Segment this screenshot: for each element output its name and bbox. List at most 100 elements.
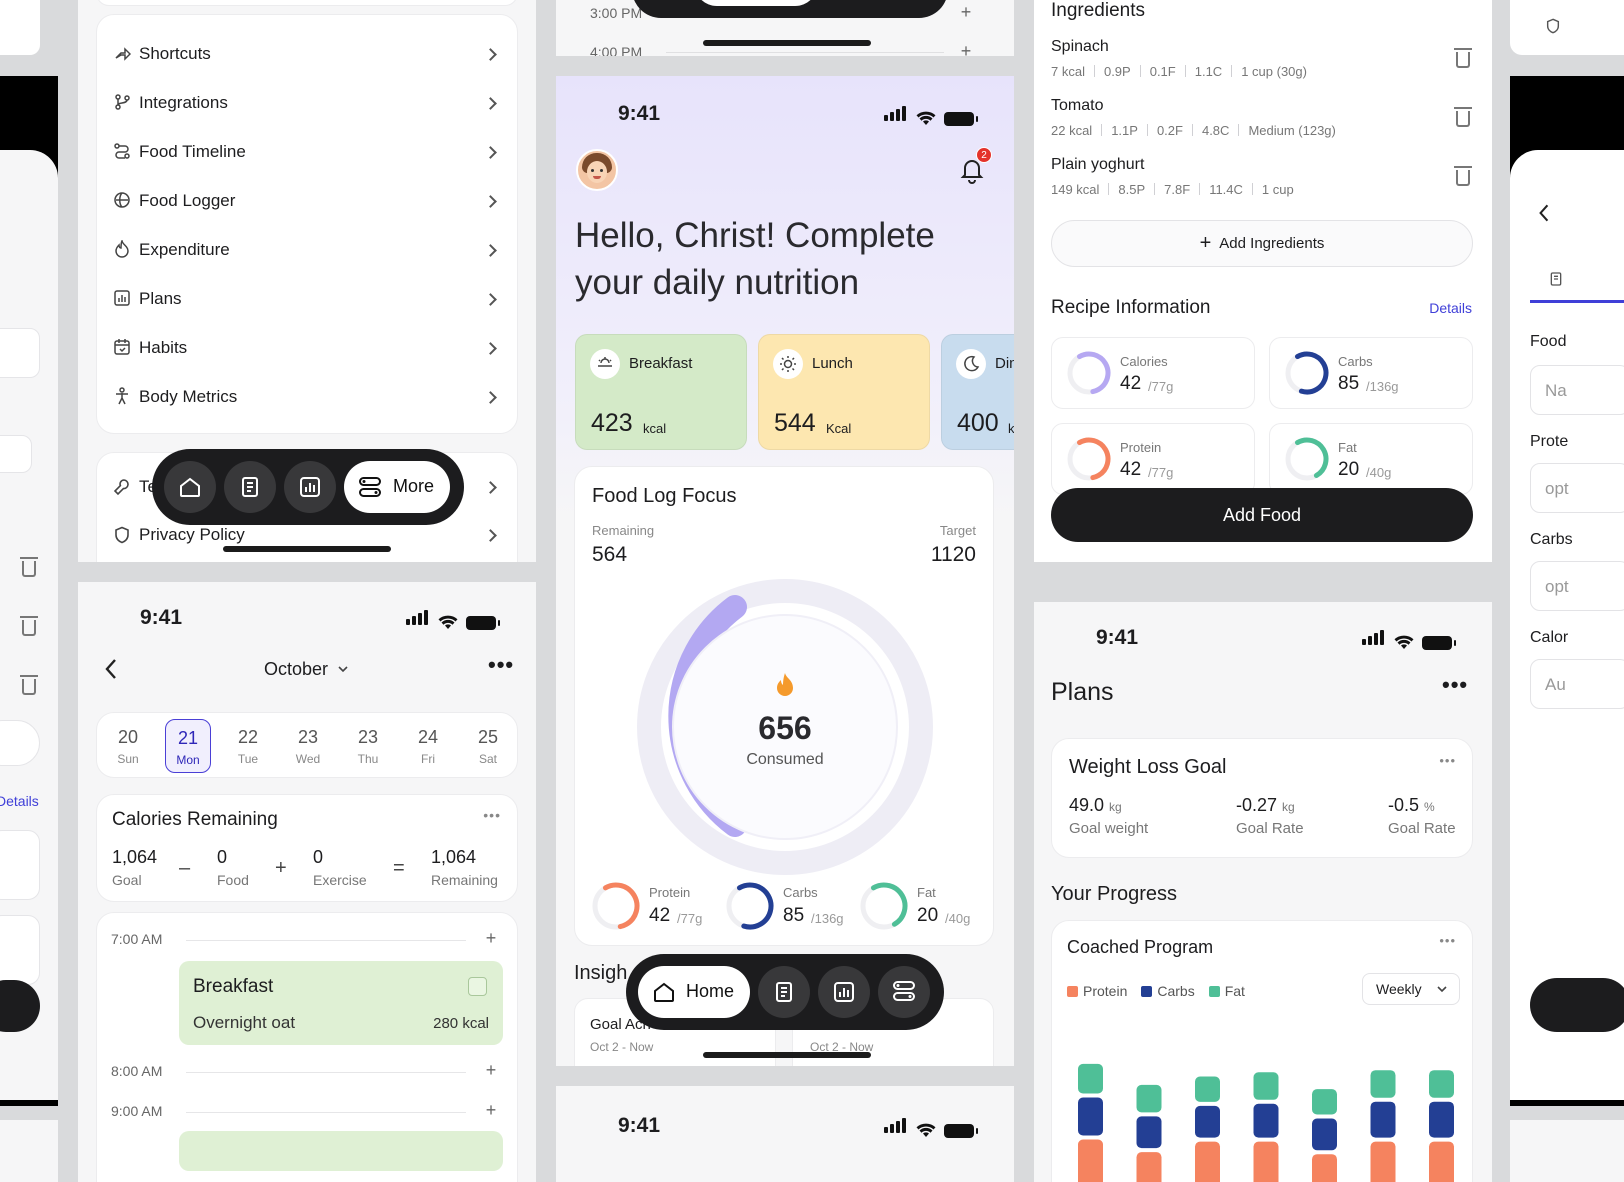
macro-name: Fat [1338,440,1357,455]
day-cell-sun[interactable]: 20 Sun [105,719,151,773]
meta-divider [1108,183,1110,195]
status-bar: 9:41 [556,1114,1014,1144]
left-edge-field[interactable] [0,328,40,378]
more-options-icon[interactable]: ••• [1439,753,1456,768]
timeline-time: 4:00 PM [590,44,643,56]
macro-target: /77g [1148,379,1174,394]
left-edge-details-link[interactable]: Details [0,793,39,809]
day-cell-tue[interactable]: 22 Tue [225,719,271,773]
left-edge-card-top [0,0,40,55]
add-slot-button[interactable]: + [485,1100,497,1120]
insight-date: Oct 2 - Now [810,1040,874,1054]
shortcut-icon [115,47,131,61]
macro-target: /77g [677,911,703,926]
macro-target: /40g [945,911,971,926]
trash-icon[interactable] [20,675,38,695]
meta-divider [1101,124,1103,136]
left-edge-select[interactable] [0,435,32,473]
day-cell-wed[interactable]: 23 Wed [285,719,331,773]
insights-title: Insigh [574,962,628,984]
trash-icon[interactable] [1454,107,1472,127]
add-slot-button[interactable]: + [960,41,972,56]
more-options-icon[interactable]: ••• [488,652,515,677]
breakfast-meal-card[interactable]: Breakfast Overnight oat 280 kcal [179,961,503,1045]
nav-home-button[interactable]: Home [638,966,750,1018]
timeline-time: 7:00 AM [111,931,163,947]
trash-icon[interactable] [20,557,38,577]
details-link[interactable]: Details [1429,300,1472,316]
menu-row-plans[interactable]: Plans [97,276,517,322]
day-cell-thu[interactable]: 23 Thu [345,719,391,773]
nav-home-button[interactable] [164,461,216,513]
meal-checkbox[interactable] [468,977,487,996]
home-screen-bottom: 9:41 [556,1086,1014,1182]
menu-screen: Shortcuts Integrations Food Timeline Food L… [78,0,536,562]
add-slot-button[interactable]: + [485,1060,497,1080]
meal-card-lunch[interactable]: Lunch 544 Kcal [758,334,930,450]
back-chevron-icon[interactable] [104,658,118,680]
progress-title: Your Progress [1051,883,1177,905]
back-chevron-icon[interactable] [1538,203,1550,223]
menu-row-habits[interactable]: Habits [97,325,517,371]
macro-carbs: Carbs 85/136g [725,879,855,931]
ingredient-row[interactable]: Spinach 7 kcal 0.9P 0.1F 1.1C 1 cup (30g) [1051,38,1473,90]
document-icon[interactable] [1548,270,1564,288]
day-cell-fri[interactable]: 24 Fri [405,719,451,773]
name-input[interactable]: Na [1530,365,1624,415]
trash-icon[interactable] [1454,48,1472,68]
meal-card-din[interactable]: Din 400 k [941,334,1014,450]
nav-log-button[interactable] [758,966,810,1018]
nav-log-button[interactable] [224,461,276,513]
signal-icon [406,610,430,630]
next-meal-card[interactable] [179,1131,503,1171]
macro-value: 85 [783,905,805,926]
meal-card-breakfast[interactable]: Breakfast 423 kcal [575,334,747,450]
ingredient-row[interactable]: Plain yoghurt 149 kcal 8.5P 7.8F 11.4C 1 cup [1051,156,1473,208]
chart-icon [114,290,130,306]
more-options-icon[interactable]: ••• [483,807,501,823]
day-cell-sat[interactable]: 25 Sat [465,719,511,773]
menu-row-expenditure[interactable]: Expenditure [97,227,517,273]
nav-more-button[interactable] [878,966,930,1018]
nav-more-button[interactable]: More [344,461,450,513]
nav-stats-button[interactable] [284,461,336,513]
menu-row-body-metrics[interactable]: Body Metrics [97,374,517,420]
menu-row-integrations[interactable]: Integrations [97,80,517,126]
add-slot-button[interactable]: + [960,2,972,22]
goal-title: Weight Loss Goal [1069,756,1227,778]
menu-row-shortcuts[interactable]: Shortcuts [97,31,517,77]
more-options-icon[interactable]: ••• [1442,672,1469,697]
left-edge-dark-button[interactable] [0,980,40,1032]
left-edge-add-button[interactable] [0,720,40,766]
more-options-icon[interactable]: ••• [1439,933,1456,948]
weight-loss-goal-card[interactable]: Weight Loss Goal ••• 49.0 kg Goal weight -0… [1051,738,1473,858]
period-dropdown[interactable]: Weekly [1362,973,1460,1005]
ingredient-c: 11.4C [1209,182,1243,197]
protein-input[interactable]: opt [1530,463,1624,513]
right-edge-dark-button[interactable] [1530,978,1624,1032]
bar-protein-7 [1429,1141,1454,1182]
macro-ring [1067,351,1111,395]
avatar[interactable] [576,149,618,191]
menu-row-food-timeline[interactable]: Food Timeline [97,129,517,175]
add-slot-button[interactable]: + [485,928,497,948]
month-selector[interactable]: October [264,659,349,680]
timeline-time: 9:00 AM [111,1103,163,1119]
bar-protein-6 [1370,1141,1396,1182]
carbs-input[interactable]: opt [1530,561,1624,611]
nav-stats-button[interactable] [818,966,870,1018]
trash-icon[interactable] [1454,166,1472,186]
ingredient-row[interactable]: Tomato 22 kcal 1.1P 0.2F 4.8C Medium (123g) [1051,97,1473,149]
day-cell-mon[interactable]: 21 Mon [165,719,211,773]
macro-value: 42 [1120,373,1142,394]
equation-value: 0 [217,847,228,867]
trash-icon[interactable] [20,616,38,636]
add-food-button[interactable]: Add Food [1051,488,1473,542]
nav-active-pill[interactable] [694,0,818,6]
calories-input[interactable]: Au [1530,659,1624,709]
add-ingredients-button[interactable]: + Add Ingredients [1051,220,1473,267]
notification-button[interactable]: 2 [956,147,992,186]
flame-icon [777,673,793,696]
menu-row-privacy-policy[interactable]: Privacy Policy [97,513,517,559]
menu-row-food-logger[interactable]: Food Logger [97,178,517,224]
